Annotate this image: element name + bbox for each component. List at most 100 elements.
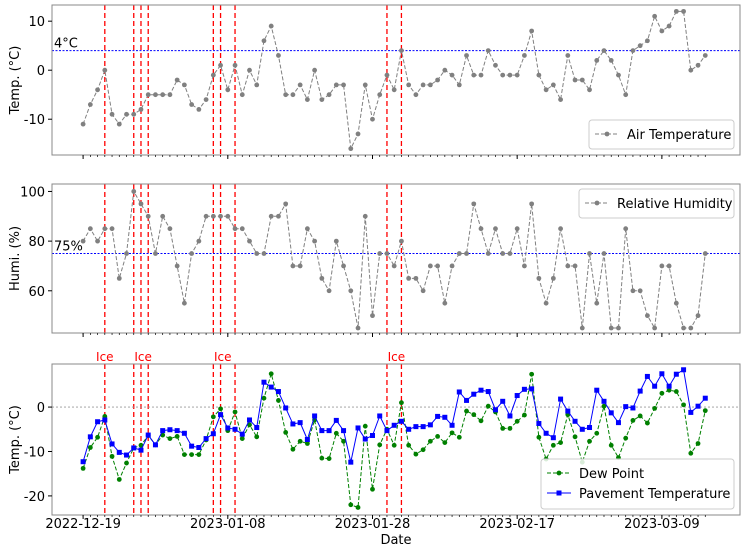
data-point — [276, 398, 281, 403]
data-point — [456, 389, 462, 395]
x-tick-label: 2023-03-09 — [624, 517, 700, 532]
data-point — [160, 92, 166, 98]
data-point — [290, 263, 296, 269]
x-axis-label: Date — [380, 533, 411, 548]
data-point — [203, 97, 209, 103]
panel-2: 75% 100 80 60 Humi. (%) Relative Humidity — [8, 183, 741, 337]
axes-frame — [51, 363, 741, 516]
data-point — [464, 53, 469, 58]
data-point — [261, 251, 267, 256]
data-point — [478, 226, 484, 232]
data-point — [456, 434, 462, 440]
data-point — [420, 288, 426, 294]
y-axis-label: Temp. (°C) — [8, 46, 23, 116]
data-point — [478, 418, 484, 424]
data-point — [536, 275, 542, 281]
data-point — [312, 413, 318, 419]
data-point — [247, 238, 252, 244]
data-point — [500, 72, 506, 78]
data-point — [666, 263, 672, 269]
data-point — [688, 67, 694, 73]
data-point — [290, 421, 296, 427]
data-point — [225, 213, 231, 219]
data-point — [384, 428, 390, 434]
data-point — [232, 226, 238, 232]
data-point — [391, 263, 397, 269]
data-point — [702, 251, 708, 256]
data-point — [601, 403, 607, 409]
data-point — [319, 275, 325, 281]
data-point — [427, 82, 433, 88]
data-point — [167, 226, 173, 232]
data-point — [492, 407, 498, 413]
data-point — [370, 313, 375, 319]
data-point — [304, 441, 310, 446]
data-point — [109, 226, 115, 232]
data-point — [673, 371, 679, 377]
data-point — [536, 421, 542, 427]
data-point — [587, 438, 592, 444]
data-point — [558, 226, 563, 232]
data-point — [312, 67, 318, 73]
data-point — [384, 251, 390, 256]
data-point — [131, 111, 137, 117]
data-point — [608, 57, 614, 63]
data-point — [608, 410, 614, 416]
data-point — [449, 263, 455, 269]
data-point — [218, 62, 223, 68]
data-point — [630, 405, 636, 411]
data-point — [290, 446, 296, 452]
data-point — [174, 428, 180, 434]
data-point — [283, 405, 289, 411]
data-point — [232, 62, 238, 68]
data-point — [391, 87, 397, 93]
data-point — [681, 325, 686, 331]
data-point — [608, 442, 614, 448]
data-point — [406, 442, 412, 448]
data-point — [601, 48, 607, 53]
data-point — [695, 441, 701, 446]
data-point — [514, 418, 520, 424]
data-point — [449, 422, 455, 428]
data-point — [181, 430, 187, 436]
data-point — [673, 8, 679, 14]
data-point — [138, 447, 144, 453]
data-point — [210, 72, 216, 78]
data-point — [87, 445, 93, 450]
data-point — [442, 67, 448, 73]
data-point — [268, 371, 274, 377]
data-point — [319, 97, 325, 103]
data-point — [471, 391, 477, 397]
data-point — [116, 477, 122, 482]
data-point — [196, 107, 202, 112]
data-point — [131, 189, 137, 194]
y-tick-label: 100 — [20, 185, 45, 200]
axes-frame — [51, 4, 741, 156]
data-point — [572, 418, 578, 424]
data-point — [283, 429, 289, 435]
data-point — [485, 48, 491, 53]
data-point — [594, 387, 600, 393]
data-point — [225, 87, 231, 93]
data-point — [652, 325, 658, 331]
data-point — [348, 502, 354, 508]
data-point — [160, 428, 166, 434]
data-point — [529, 386, 535, 392]
data-point — [471, 201, 477, 207]
data-point — [362, 423, 368, 429]
data-point — [587, 425, 593, 431]
data-point — [174, 263, 180, 269]
data-point — [377, 413, 383, 419]
data-point — [210, 414, 216, 420]
data-point — [644, 373, 650, 379]
data-point — [500, 425, 506, 431]
data-point — [630, 288, 636, 294]
data-point — [637, 388, 643, 394]
data-point — [232, 409, 238, 415]
data-point — [406, 275, 412, 281]
data-point — [276, 53, 281, 58]
data-point — [131, 445, 137, 451]
data-point — [174, 77, 180, 83]
data-point — [109, 111, 115, 117]
data-point — [623, 226, 629, 232]
